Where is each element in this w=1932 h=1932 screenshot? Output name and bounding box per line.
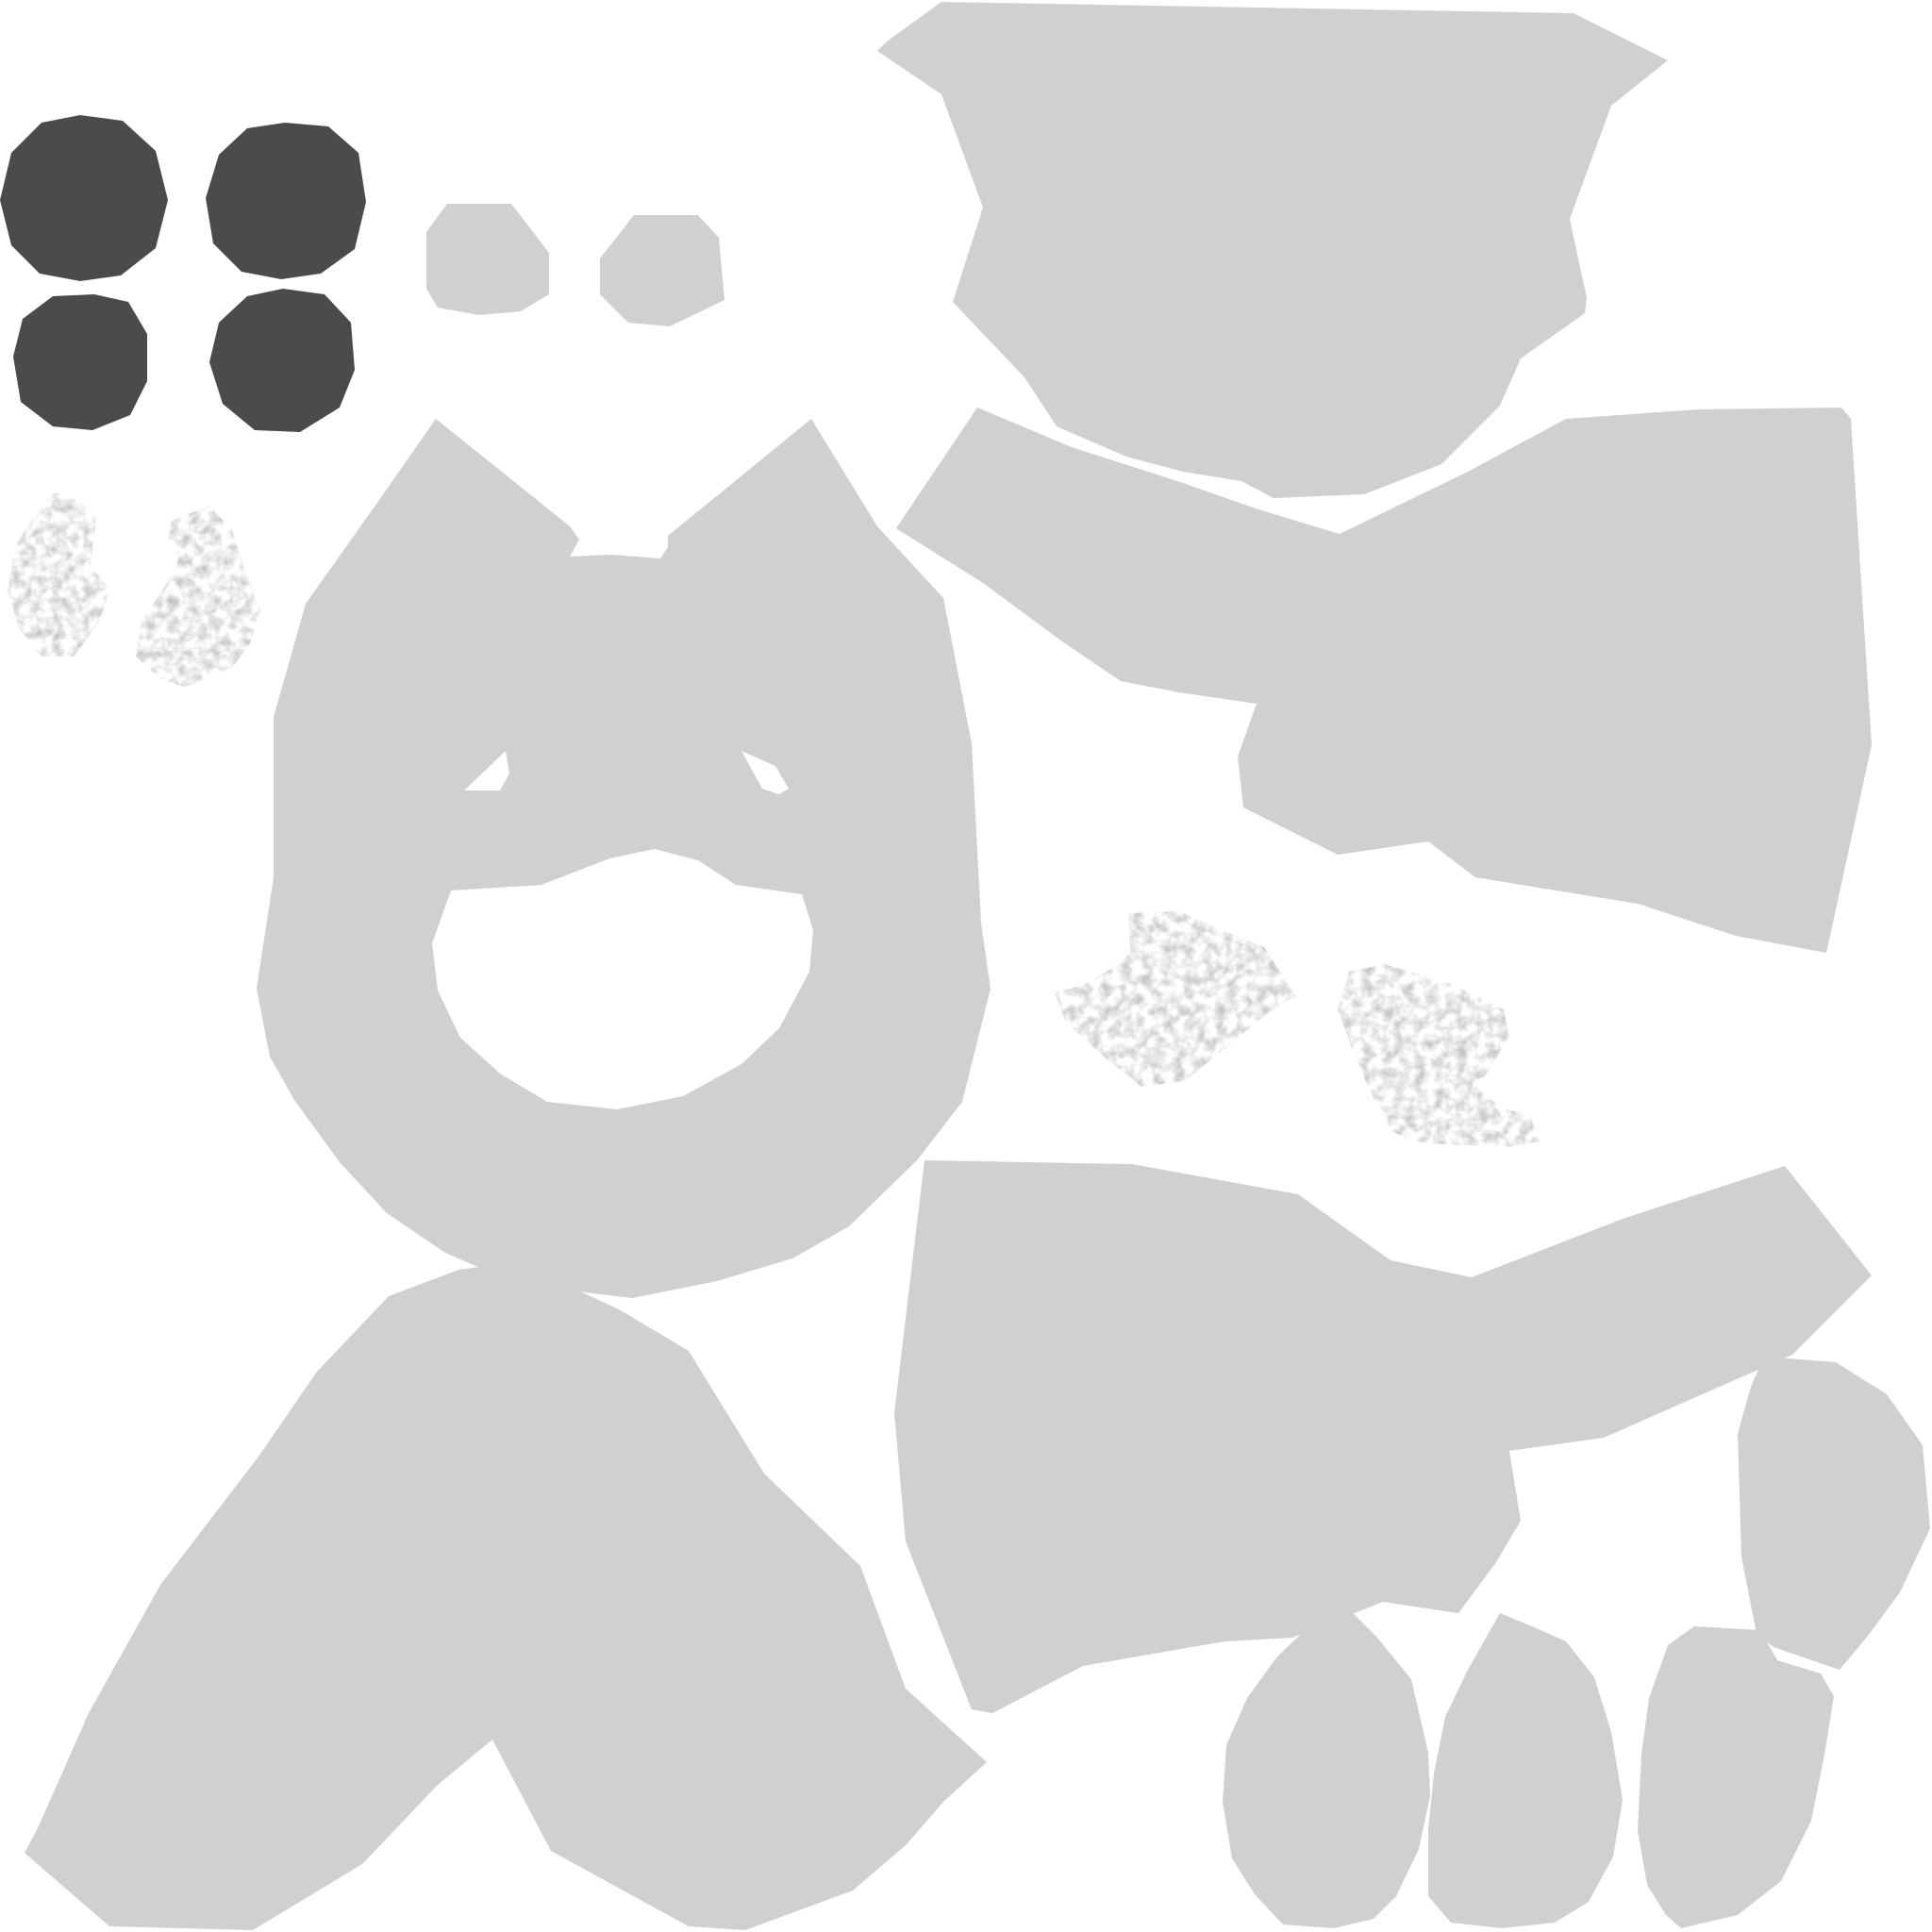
eye-white-island — [426, 204, 549, 315]
textured-paw-island — [1338, 964, 1540, 1147]
textured-paw-group — [8, 492, 1540, 1147]
eye-white-island — [600, 215, 724, 326]
foot-island — [1738, 1357, 1930, 1670]
textured-paw-island — [136, 506, 260, 687]
pupil-island-group — [0, 115, 366, 432]
lower-arm-island — [894, 1160, 1872, 1713]
head-island — [257, 419, 991, 1298]
foot-island-group — [1223, 1357, 1930, 1928]
pupil-island — [13, 294, 147, 430]
eye-white-island-group — [426, 204, 724, 326]
foot-island — [1638, 1626, 1834, 1928]
pupil-island — [206, 123, 366, 279]
foot-island — [1223, 1613, 1430, 1928]
upper-arm-island — [896, 408, 1872, 953]
pupil-island — [209, 289, 355, 432]
textured-paw-island — [8, 492, 109, 657]
foot-island — [1428, 1613, 1623, 1928]
body-island — [25, 1262, 987, 1930]
pupil-island — [0, 115, 168, 281]
hat-island — [877, 2, 1668, 498]
textured-paw-island — [1055, 911, 1296, 1087]
